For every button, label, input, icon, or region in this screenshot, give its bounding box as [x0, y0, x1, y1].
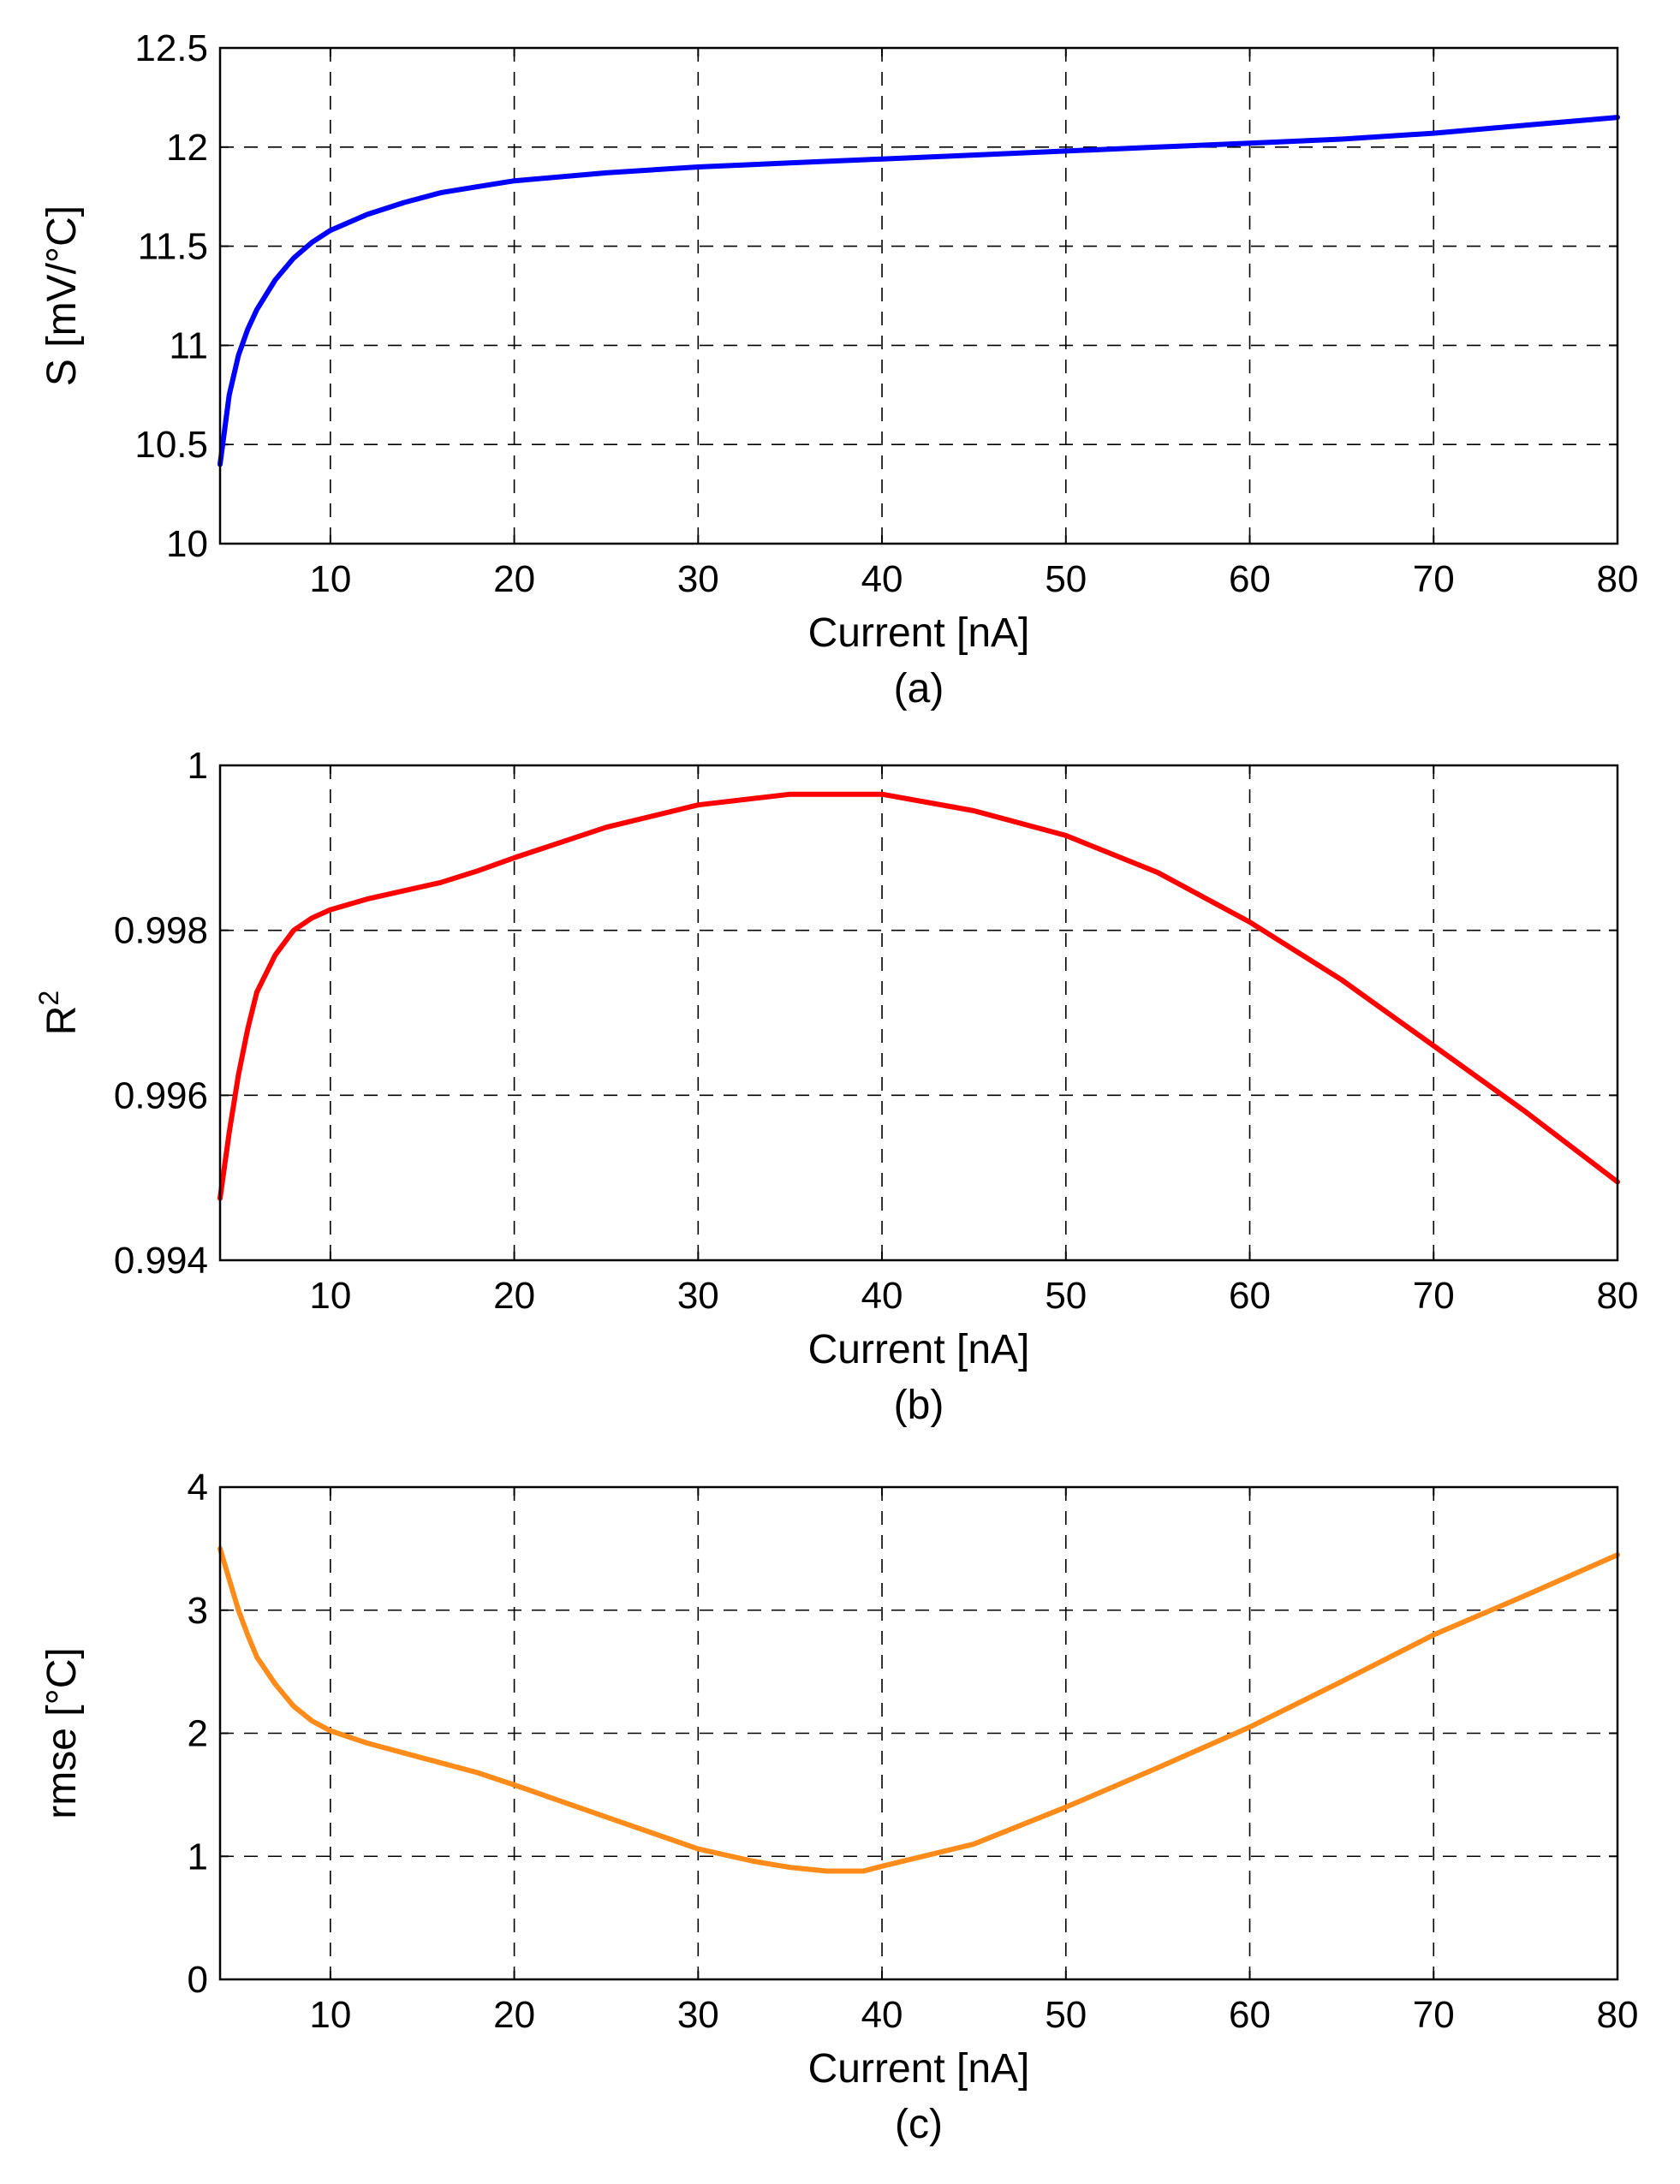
panel-caption: (b) [894, 1383, 944, 1428]
x-tick-label: 10 [309, 558, 351, 600]
x-tick-label: 10 [309, 1994, 351, 2036]
axes-frame [218, 46, 1619, 545]
x-tick-label: 40 [861, 1994, 903, 2036]
x-tick-label: 30 [677, 1994, 719, 2036]
panel-a: 10 20 30 40 50 60 70 80 10 10.5 11 11.5 12 12.5 Curren… [39, 27, 1638, 711]
x-tick-label: 50 [1045, 558, 1087, 600]
x-tick-label: 10 [309, 1275, 351, 1317]
panel-c: 10 20 30 40 50 60 70 80 0 1 2 3 4 Current [nA] (c) rmse… [39, 1467, 1638, 2147]
y-tick-label: 12 [166, 127, 208, 169]
x-tick-label: 60 [1229, 558, 1271, 600]
y-tick-label: 0.994 [114, 1240, 208, 1282]
y-axis-label-text: R [39, 1006, 85, 1036]
y-tick-label: 0.996 [114, 1074, 208, 1116]
y-tick-label: 3 [188, 1590, 208, 1632]
y-tick-label: 2 [188, 1713, 208, 1755]
plot-area [220, 48, 1617, 544]
x-tick-label: 60 [1229, 1275, 1271, 1317]
y-tick-label: 10.5 [134, 424, 208, 466]
plot-area [220, 765, 1617, 1260]
y-tick-label: 11.5 [138, 226, 208, 268]
x-tick-label: 60 [1229, 1994, 1271, 2036]
x-axis-label: Current [nA] [808, 1327, 1030, 1372]
y-tick-label: 1 [188, 1836, 208, 1878]
y-tick-label: 0.998 [114, 910, 208, 952]
x-tick-label: 80 [1597, 558, 1639, 600]
x-tick-label: 50 [1045, 1994, 1087, 2036]
x-tick-label: 20 [493, 1994, 535, 2036]
x-tick-label: 80 [1597, 1275, 1639, 1317]
series-line [217, 791, 1620, 1201]
panel-b: 10 20 30 40 50 60 70 80 0.994 0.996 0.998 1 Current … [33, 745, 1638, 1428]
y-tick-label: 1 [188, 745, 208, 787]
x-tick-label: 20 [493, 1275, 535, 1317]
panel-caption: (a) [894, 666, 944, 711]
x-tick-label: 70 [1413, 1994, 1455, 2036]
x-tick-label: 70 [1413, 558, 1455, 600]
y-tick-label: 0 [188, 1959, 208, 2001]
y-axis-label-text: S [mV/°C] [39, 205, 85, 386]
y-axis-label: S [mV/°C] [39, 205, 85, 386]
x-tick-label: 30 [677, 558, 719, 600]
series-line [217, 1545, 1620, 1874]
x-tick-label: 80 [1597, 1994, 1639, 2036]
y-axis-label-superscript: 2 [33, 991, 64, 1006]
series-line [217, 115, 1620, 467]
axes-frame [218, 1485, 1619, 1981]
y-axis-label-text: rmse [°C] [39, 1647, 85, 1819]
x-tick-label: 40 [861, 1275, 903, 1317]
y-tick-label: 12.5 [134, 27, 208, 69]
x-tick-label: 20 [493, 558, 535, 600]
axes-frame [218, 764, 1619, 1262]
y-tick-label: 10 [166, 523, 208, 565]
x-tick-label: 40 [861, 558, 903, 600]
x-tick-label: 70 [1413, 1275, 1455, 1317]
y-axis-label: R2 [33, 991, 85, 1035]
x-tick-label: 30 [677, 1275, 719, 1317]
y-axis-label: rmse [°C] [39, 1647, 85, 1819]
y-tick-label: 11 [169, 324, 208, 366]
x-axis-label: Current [nA] [808, 2046, 1030, 2092]
y-tick-label: 4 [188, 1467, 208, 1509]
x-axis-label: Current [nA] [808, 610, 1030, 656]
x-tick-label: 50 [1045, 1275, 1087, 1317]
panel-caption: (c) [895, 2102, 943, 2147]
